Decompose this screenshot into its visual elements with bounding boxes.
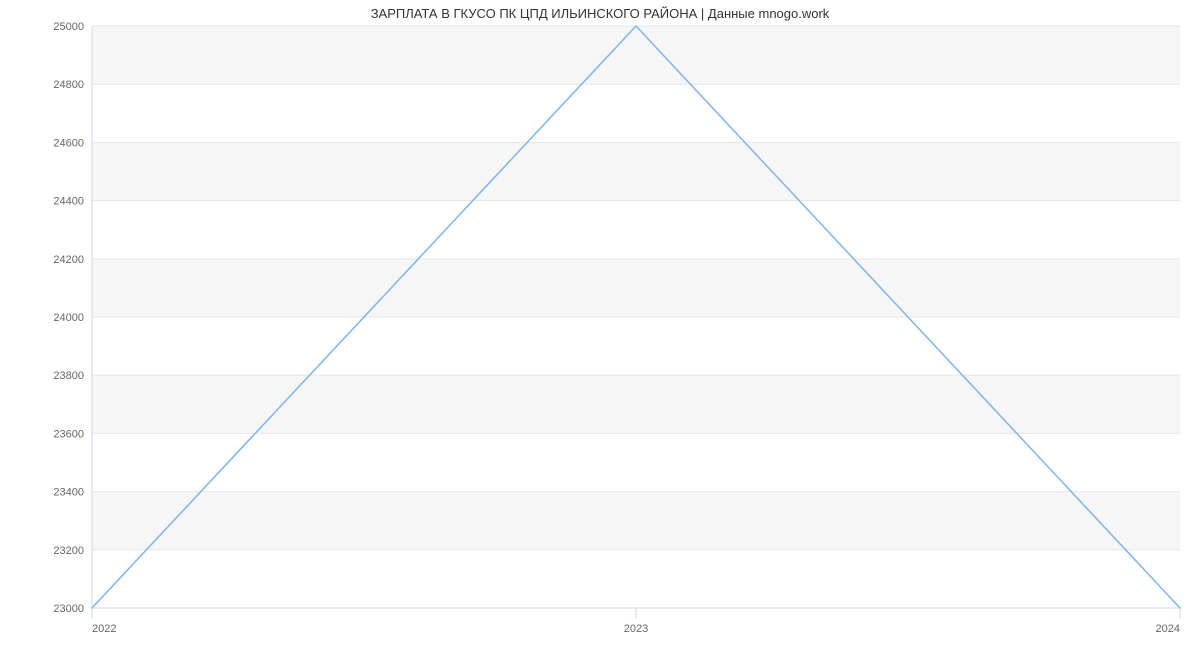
y-tick-label: 24000	[53, 312, 84, 324]
y-tick-label: 23600	[53, 428, 84, 440]
y-tick-label: 23800	[53, 370, 84, 382]
y-tick-label: 23200	[53, 545, 84, 557]
salary-line-chart: ЗАРПЛАТА В ГКУСО ПК ЦПД ИЛЬИНСКОГО РАЙОН…	[0, 0, 1200, 650]
x-tick-label: 2024	[1156, 623, 1180, 635]
y-tick-label: 24600	[53, 137, 84, 149]
y-tick-label: 23400	[53, 487, 84, 499]
chart-title: ЗАРПЛАТА В ГКУСО ПК ЦПД ИЛЬИНСКОГО РАЙОН…	[0, 6, 1200, 21]
x-tick-label: 2023	[624, 623, 648, 635]
x-tick-label: 2022	[92, 623, 116, 635]
y-tick-label: 24800	[53, 79, 84, 91]
y-tick-label: 24400	[53, 196, 84, 208]
y-tick-label: 25000	[53, 21, 84, 33]
y-tick-label: 23000	[53, 603, 84, 615]
chart-svg: 23000 23200 23400 23600 23800 24000 24200 24400…	[0, 0, 1200, 650]
y-tick-label: 24200	[53, 254, 84, 266]
